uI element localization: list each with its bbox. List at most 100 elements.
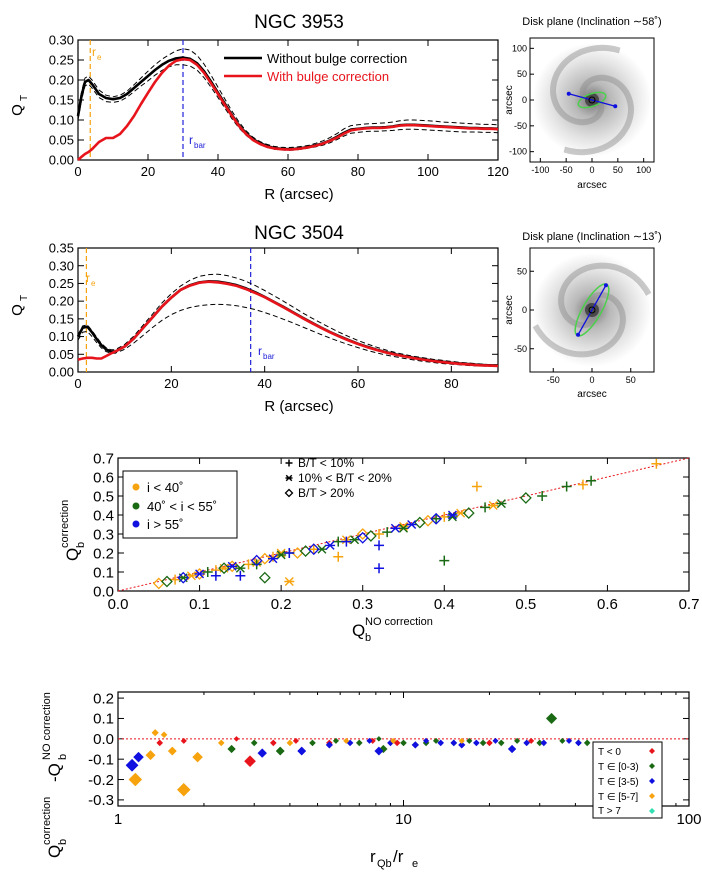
x-tick-label: -100: [531, 165, 549, 175]
y-tick-label: -100: [509, 147, 527, 157]
scatter-point: [161, 575, 173, 588]
x-tick-label: 60: [281, 164, 295, 179]
bar-ellipse-fit: [577, 91, 607, 109]
x-tick-label: 1: [114, 811, 122, 828]
spiral-arm: [558, 262, 652, 329]
plot-frame: [77, 247, 499, 373]
y-tick-label: 0: [522, 95, 527, 105]
scatter-point: [250, 739, 258, 747]
svg-text:r: r: [189, 133, 193, 147]
y-tick-label: -50: [514, 344, 527, 354]
svg-text:Q: Q: [9, 104, 26, 116]
scatter-point: [450, 739, 458, 747]
scatter-point: [466, 737, 473, 744]
svg-text:Q: Q: [9, 304, 26, 316]
y-tick-label: 0.25: [49, 276, 74, 291]
x-tick-label: 120: [487, 164, 509, 179]
scatter-point: [156, 739, 164, 747]
x-tick-label: 0: [589, 165, 594, 175]
scatter-point: [413, 516, 426, 529]
scatter-point: [382, 527, 393, 538]
scatter-point: [194, 569, 205, 579]
scatter-point: [267, 551, 278, 562]
scatter-point: [462, 507, 475, 520]
svg-text:T: T: [19, 295, 30, 301]
disk-plane-panel-2: Disk plane (Inclination ∼13˚) -50 0 50 -50 0…: [504, 231, 662, 400]
svg-text:bar: bar: [263, 352, 275, 361]
scatter-point: [422, 737, 430, 744]
bar-end-point: [576, 332, 581, 337]
svg-text:r: r: [258, 344, 262, 358]
bar-axis-line: [568, 93, 616, 107]
scatter-point: [364, 529, 377, 542]
y-tick-label: 0.1: [93, 564, 114, 581]
bar-axis-line: [577, 284, 607, 336]
svg-text:bar: bar: [194, 141, 206, 150]
scatter-point: [309, 739, 316, 747]
scatter-point: [374, 540, 385, 551]
legend: Without bulge correction With bulge corr…: [224, 51, 407, 84]
scatter-point: [180, 737, 187, 744]
scatter-point: [325, 540, 336, 550]
scatter-points-group: [117, 457, 690, 592]
panel-qb-scatter: 0.0 0.1 0.2 0.3 0.4 0.5 0.6 0.7 0.0 0.1 0.2 0.3 0.4 0…: [59, 450, 699, 644]
scatter-point: [561, 481, 572, 492]
y-tick-label: 0.35: [49, 241, 74, 256]
legend-label: 10% < B/T < 20%: [298, 471, 392, 485]
scatter-point: [400, 739, 407, 747]
x-tick-label: 0: [74, 376, 81, 391]
scatter-point: [519, 491, 532, 504]
scatter-point: [458, 741, 466, 749]
svg-text:Q: Q: [63, 548, 82, 561]
re-label: r e: [86, 271, 96, 288]
x-axis-label: r Qb /r e: [370, 847, 418, 870]
scatter-point: [227, 744, 236, 754]
y-tick-label: 0.20: [49, 294, 74, 309]
scatter-point: [523, 739, 531, 747]
scatter-point: [471, 481, 482, 492]
scatter-point: [586, 475, 597, 486]
legend-label: B/T < 10%: [298, 456, 354, 470]
panel-residual: 1 10 100 -0.3 -0.2 -0.1 0.0 0.1 0.2 r Qb /r e Q …: [41, 690, 702, 870]
galaxy-image: [530, 248, 654, 372]
svg-text:/r: /r: [393, 847, 404, 866]
legend-label: T < 0: [598, 747, 621, 758]
line-series-group: [76, 248, 499, 372]
svg-text:correction: correction: [59, 500, 71, 548]
spiral-arm: [532, 291, 626, 358]
y-tick-label: 0.5: [93, 488, 114, 505]
scatter-point: [227, 561, 238, 571]
scatter-point: [251, 559, 262, 570]
svg-text:NO correction: NO correction: [365, 616, 433, 628]
y-tick-label: 0.05: [49, 347, 74, 362]
re-label: r e: [92, 45, 102, 62]
scatter-point: [458, 737, 465, 744]
scatter-point: [192, 751, 203, 763]
galaxy-image: [530, 38, 654, 162]
legend-marker: [285, 474, 293, 482]
scatter-point: [125, 758, 139, 772]
scatter-point: [226, 560, 239, 573]
center-marker: [588, 306, 596, 314]
scatter-point: [575, 739, 582, 747]
y-tick-label: -0.1: [88, 751, 114, 768]
legend-label: i > 55˚: [147, 517, 184, 532]
svg-text:T: T: [19, 95, 30, 101]
scatter-point: [565, 737, 573, 744]
scatter-point: [133, 751, 144, 763]
scatter-point: [406, 520, 417, 529]
series-without-bulge-correction: [76, 279, 499, 367]
legend-marker: [285, 459, 293, 467]
scatter-point: [128, 772, 143, 787]
panel-ngc3504: NGC 3504 0 20 40 60 80 0.00 0.05 0.10 0.15 0.20 0.…: [9, 223, 499, 415]
y-tick-label: 50: [517, 266, 527, 276]
legend-box: [122, 470, 238, 539]
y-tick-label: 0.2: [93, 545, 114, 562]
legend-bulge-ratio: B/T < 10% 10% < B/T < 20% B/T > 20%: [284, 456, 392, 500]
scatter-point: [488, 501, 499, 510]
x-tick-label: 0.7: [679, 596, 700, 613]
panel-title: NGC 3953: [254, 12, 344, 33]
scatter-point: [307, 543, 320, 556]
scatter-point: [374, 746, 384, 756]
